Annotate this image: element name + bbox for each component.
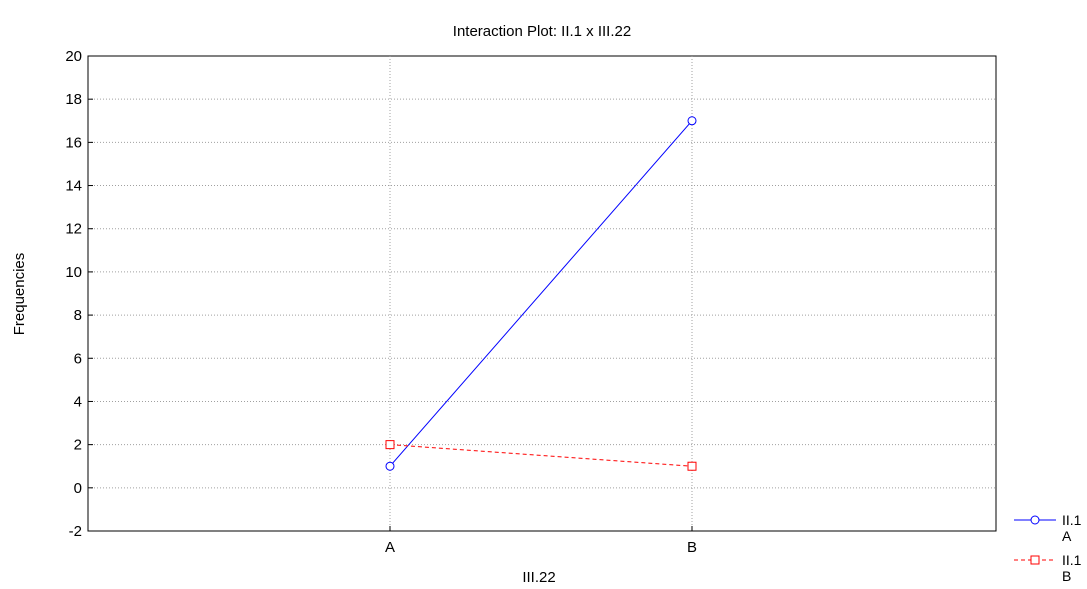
y-tick-label: 2 [74,437,82,454]
legend-label-line1: II.1 [1062,512,1082,528]
chart-title: Interaction Plot: II.1 x III.22 [453,23,631,40]
x-axis-label: III.22 [522,569,555,584]
y-tick-label: 16 [65,134,82,151]
series-line-1 [389,120,693,467]
legend-marker-circle [1030,515,1040,525]
series-2-point [385,440,395,450]
series-1-point [687,116,697,126]
legend-entry-2: II.1B [1014,552,1082,584]
series-line-2 [389,444,693,467]
y-tick-label: 6 [74,350,82,367]
plot-frame [87,55,997,532]
y-tick-label: 0 [74,480,82,497]
y-tick-label: 20 [65,48,82,65]
x-tick-label: B [687,539,697,556]
y-tick-label: 10 [65,264,82,281]
legend-label-line2: B [1062,568,1071,584]
y-tick-label: 18 [65,91,82,108]
y-axis-ticks: -2 0 2 4 6 8 10 12 14 16 18 20 [65,48,93,540]
data-series [385,116,697,471]
y-tick-label: 14 [65,178,82,195]
y-tick-label: 12 [65,221,82,238]
series-2-point [687,461,697,471]
legend-label-line1: II.1 [1062,552,1082,568]
legend-entry-1: II.1A [1014,512,1082,544]
grid-lines [88,56,996,531]
x-tick-label: A [385,539,395,556]
y-axis-label: Frequencies [11,253,28,336]
y-tick-label: -2 [69,523,82,540]
y-tick-label: 4 [74,393,82,410]
legend-marker-square [1030,555,1040,565]
legend-label-line2: A [1062,528,1072,544]
series-1-point [385,461,395,471]
y-tick-label: 8 [74,307,82,324]
